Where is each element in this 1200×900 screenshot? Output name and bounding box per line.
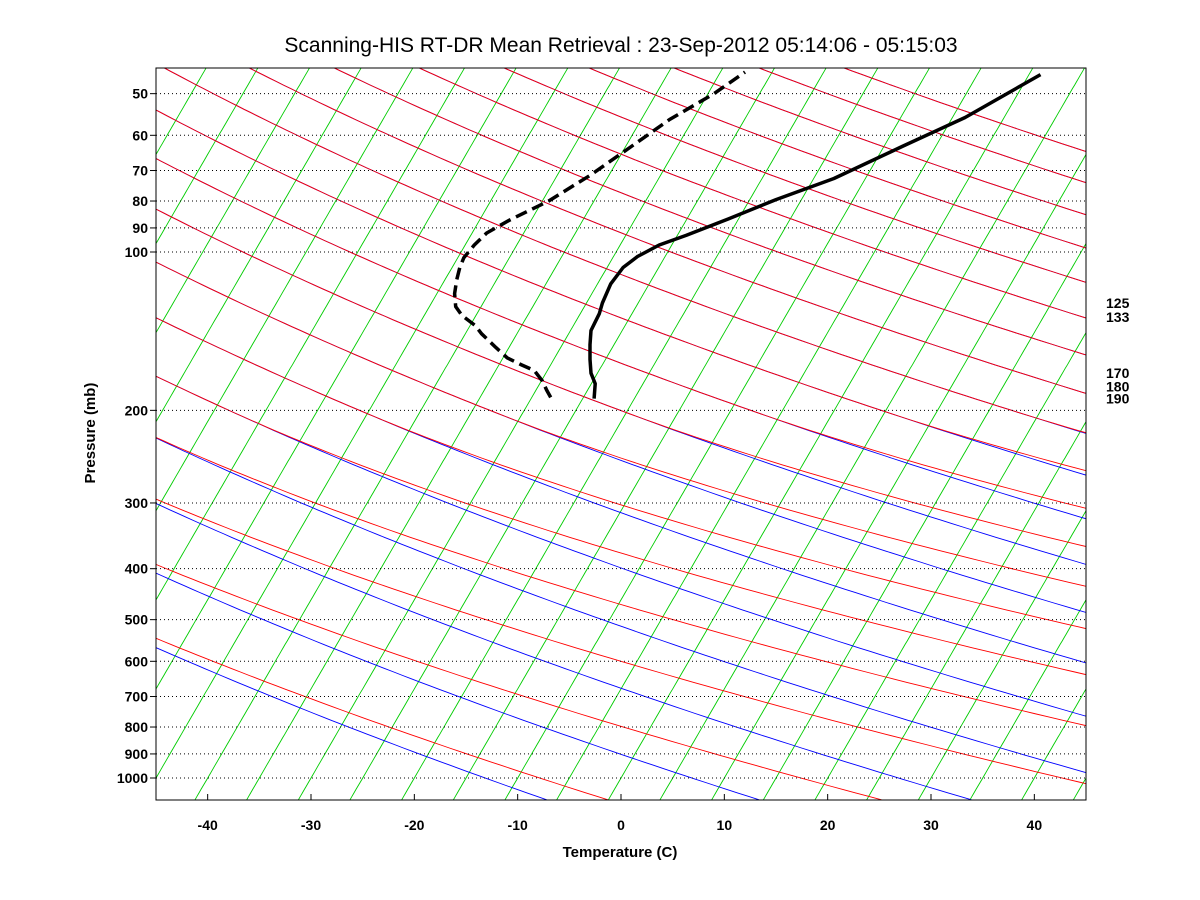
right-label: 170 <box>1106 365 1130 381</box>
y-tick-label: 600 <box>125 653 149 669</box>
x-tick-label: -30 <box>301 817 321 833</box>
x-tick-label: -20 <box>404 817 424 833</box>
isotherm-line <box>556 68 982 800</box>
isotherm-line <box>763 242 1086 800</box>
moist-adiabat-line <box>156 317 1086 630</box>
right-label: 190 <box>1106 391 1130 407</box>
moist-adiabat-line <box>156 208 1086 547</box>
y-axis-ticks: 50 60 70 80 90 100 200 300 400 500 600 700 800 900 100… <box>117 86 156 786</box>
x-tick-label: 10 <box>717 817 733 833</box>
y-tick-label: 90 <box>132 220 148 236</box>
dry-adiabat-line <box>156 437 1086 774</box>
y-tick-label: 200 <box>125 402 149 418</box>
moist-adiabat-line <box>333 68 1086 356</box>
x-tick-label: -40 <box>198 817 218 833</box>
isotherm-line <box>156 68 466 601</box>
isotherm-line <box>156 68 311 334</box>
moist-adiabat-line <box>156 375 1086 676</box>
isotherm-line <box>349 68 776 800</box>
pressure-grid <box>156 93 1086 779</box>
moist-adiabat-line <box>156 498 1086 785</box>
dry-adiabat-line <box>156 572 760 800</box>
y-tick-label: 900 <box>125 746 149 762</box>
y-tick-label: 60 <box>132 127 148 143</box>
y-tick-label: 800 <box>125 719 149 735</box>
y-tick-label: 500 <box>125 612 149 628</box>
isotherm-line <box>453 68 879 800</box>
x-tick-label: 40 <box>1027 817 1043 833</box>
isotherm-line <box>659 68 1086 800</box>
isotherm-line <box>401 68 827 800</box>
moist-adiabat-line <box>156 261 1086 587</box>
x-tick-label: 20 <box>820 817 836 833</box>
background-lines <box>156 68 1086 800</box>
y-tick-label: 80 <box>132 193 148 209</box>
y-tick-label: 100 <box>125 244 149 260</box>
x-axis-label: Temperature (C) <box>563 844 678 861</box>
moist-adiabat-line <box>672 68 1086 216</box>
isotherm-line <box>608 68 1034 800</box>
moist-adiabat-line <box>156 637 609 800</box>
isotherm-line <box>156 68 517 690</box>
isotherm-line <box>918 509 1086 800</box>
isotherm-line <box>156 68 414 512</box>
dry-adiabat-line <box>156 502 972 800</box>
y-axis-label: Pressure (mb) <box>82 383 99 484</box>
right-label: 180 <box>1106 378 1130 394</box>
isotherm-line <box>504 68 931 800</box>
y-tick-label: 700 <box>125 689 149 705</box>
right-label: 125 <box>1106 295 1130 311</box>
x-tick-label: -10 <box>508 817 528 833</box>
dewpoint-profile-line <box>452 70 747 399</box>
moist-adiabat-line <box>248 68 1086 394</box>
moist-adiabat-line <box>156 109 1086 472</box>
moist-adiabat-line <box>503 68 1086 283</box>
isotherm-line <box>246 68 672 800</box>
x-tick-label: 30 <box>923 817 939 833</box>
plot-area <box>155 67 1087 801</box>
temperature-profile-line <box>588 73 1042 399</box>
isotherm-line <box>194 68 621 800</box>
dry-adiabat-line <box>156 647 547 800</box>
isotherm-line <box>711 153 1086 800</box>
moist-adiabat-line <box>156 436 1086 727</box>
moist-adiabat-line <box>156 563 882 800</box>
y-tick-label: 1000 <box>117 770 148 786</box>
moist-adiabat-line <box>163 68 1086 434</box>
isotherm-line <box>969 598 1086 800</box>
isotherm-line <box>156 68 362 423</box>
isotherm-line <box>156 68 259 245</box>
y-tick-label: 50 <box>132 86 148 102</box>
right-label: 133 <box>1106 309 1130 325</box>
x-axis-ticks: -40 -30 -20 -10 0 10 20 30 40 <box>198 794 1043 833</box>
moist-adiabat-line <box>156 157 1086 509</box>
isotherm-line <box>814 331 1086 800</box>
y-tick-label: 70 <box>132 163 148 179</box>
isotherm-line <box>866 420 1086 800</box>
moist-adiabat-line <box>418 68 1086 319</box>
chart-title: Scanning-HIS RT-DR Mean Retrieval : 23-S… <box>284 34 957 57</box>
x-tick-label: 0 <box>617 817 625 833</box>
moist-adiabat-line <box>757 68 1086 184</box>
sounding-profiles <box>452 70 1042 399</box>
y-tick-label: 300 <box>125 495 149 511</box>
y-tick-label: 400 <box>125 561 149 577</box>
